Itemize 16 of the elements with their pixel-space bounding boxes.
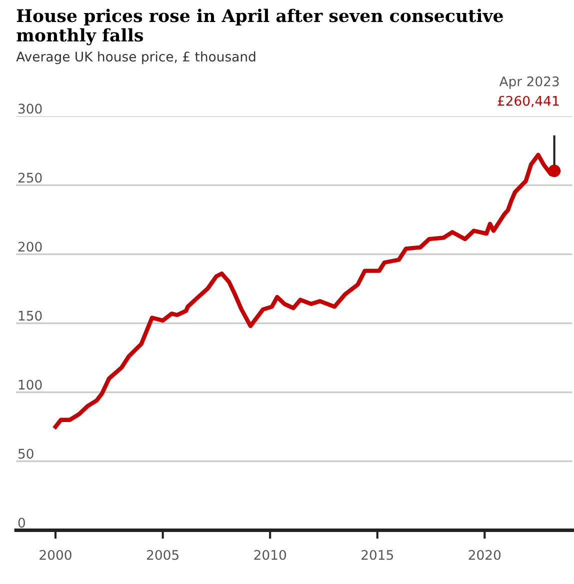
y-tick-label: 300 <box>18 104 42 114</box>
y-tick-label: 50 <box>18 448 34 459</box>
text: £260,441 <box>498 96 559 108</box>
y-tick-label: 250 <box>18 172 42 183</box>
y-tick-label: 0 <box>18 518 25 528</box>
x-tick-label: 2015 <box>362 550 393 560</box>
x-tick-label: 2000 <box>40 550 72 560</box>
y-tick-label: 150 <box>18 310 42 321</box>
x-tick-label: 2005 <box>146 550 178 560</box>
x-tick-label: 2010 <box>254 550 286 560</box>
y-tick-label: 100 <box>18 380 42 390</box>
text: Apr 2023 <box>499 76 559 89</box>
x-tick-label: 2020 <box>468 550 501 560</box>
chart-title: House prices rose in April after seven consecutive monthly falls <box>16 8 504 46</box>
chart-subtitle: Average UK house price, £ thousand <box>16 51 256 64</box>
y-tick-label: 200 <box>18 242 42 252</box>
